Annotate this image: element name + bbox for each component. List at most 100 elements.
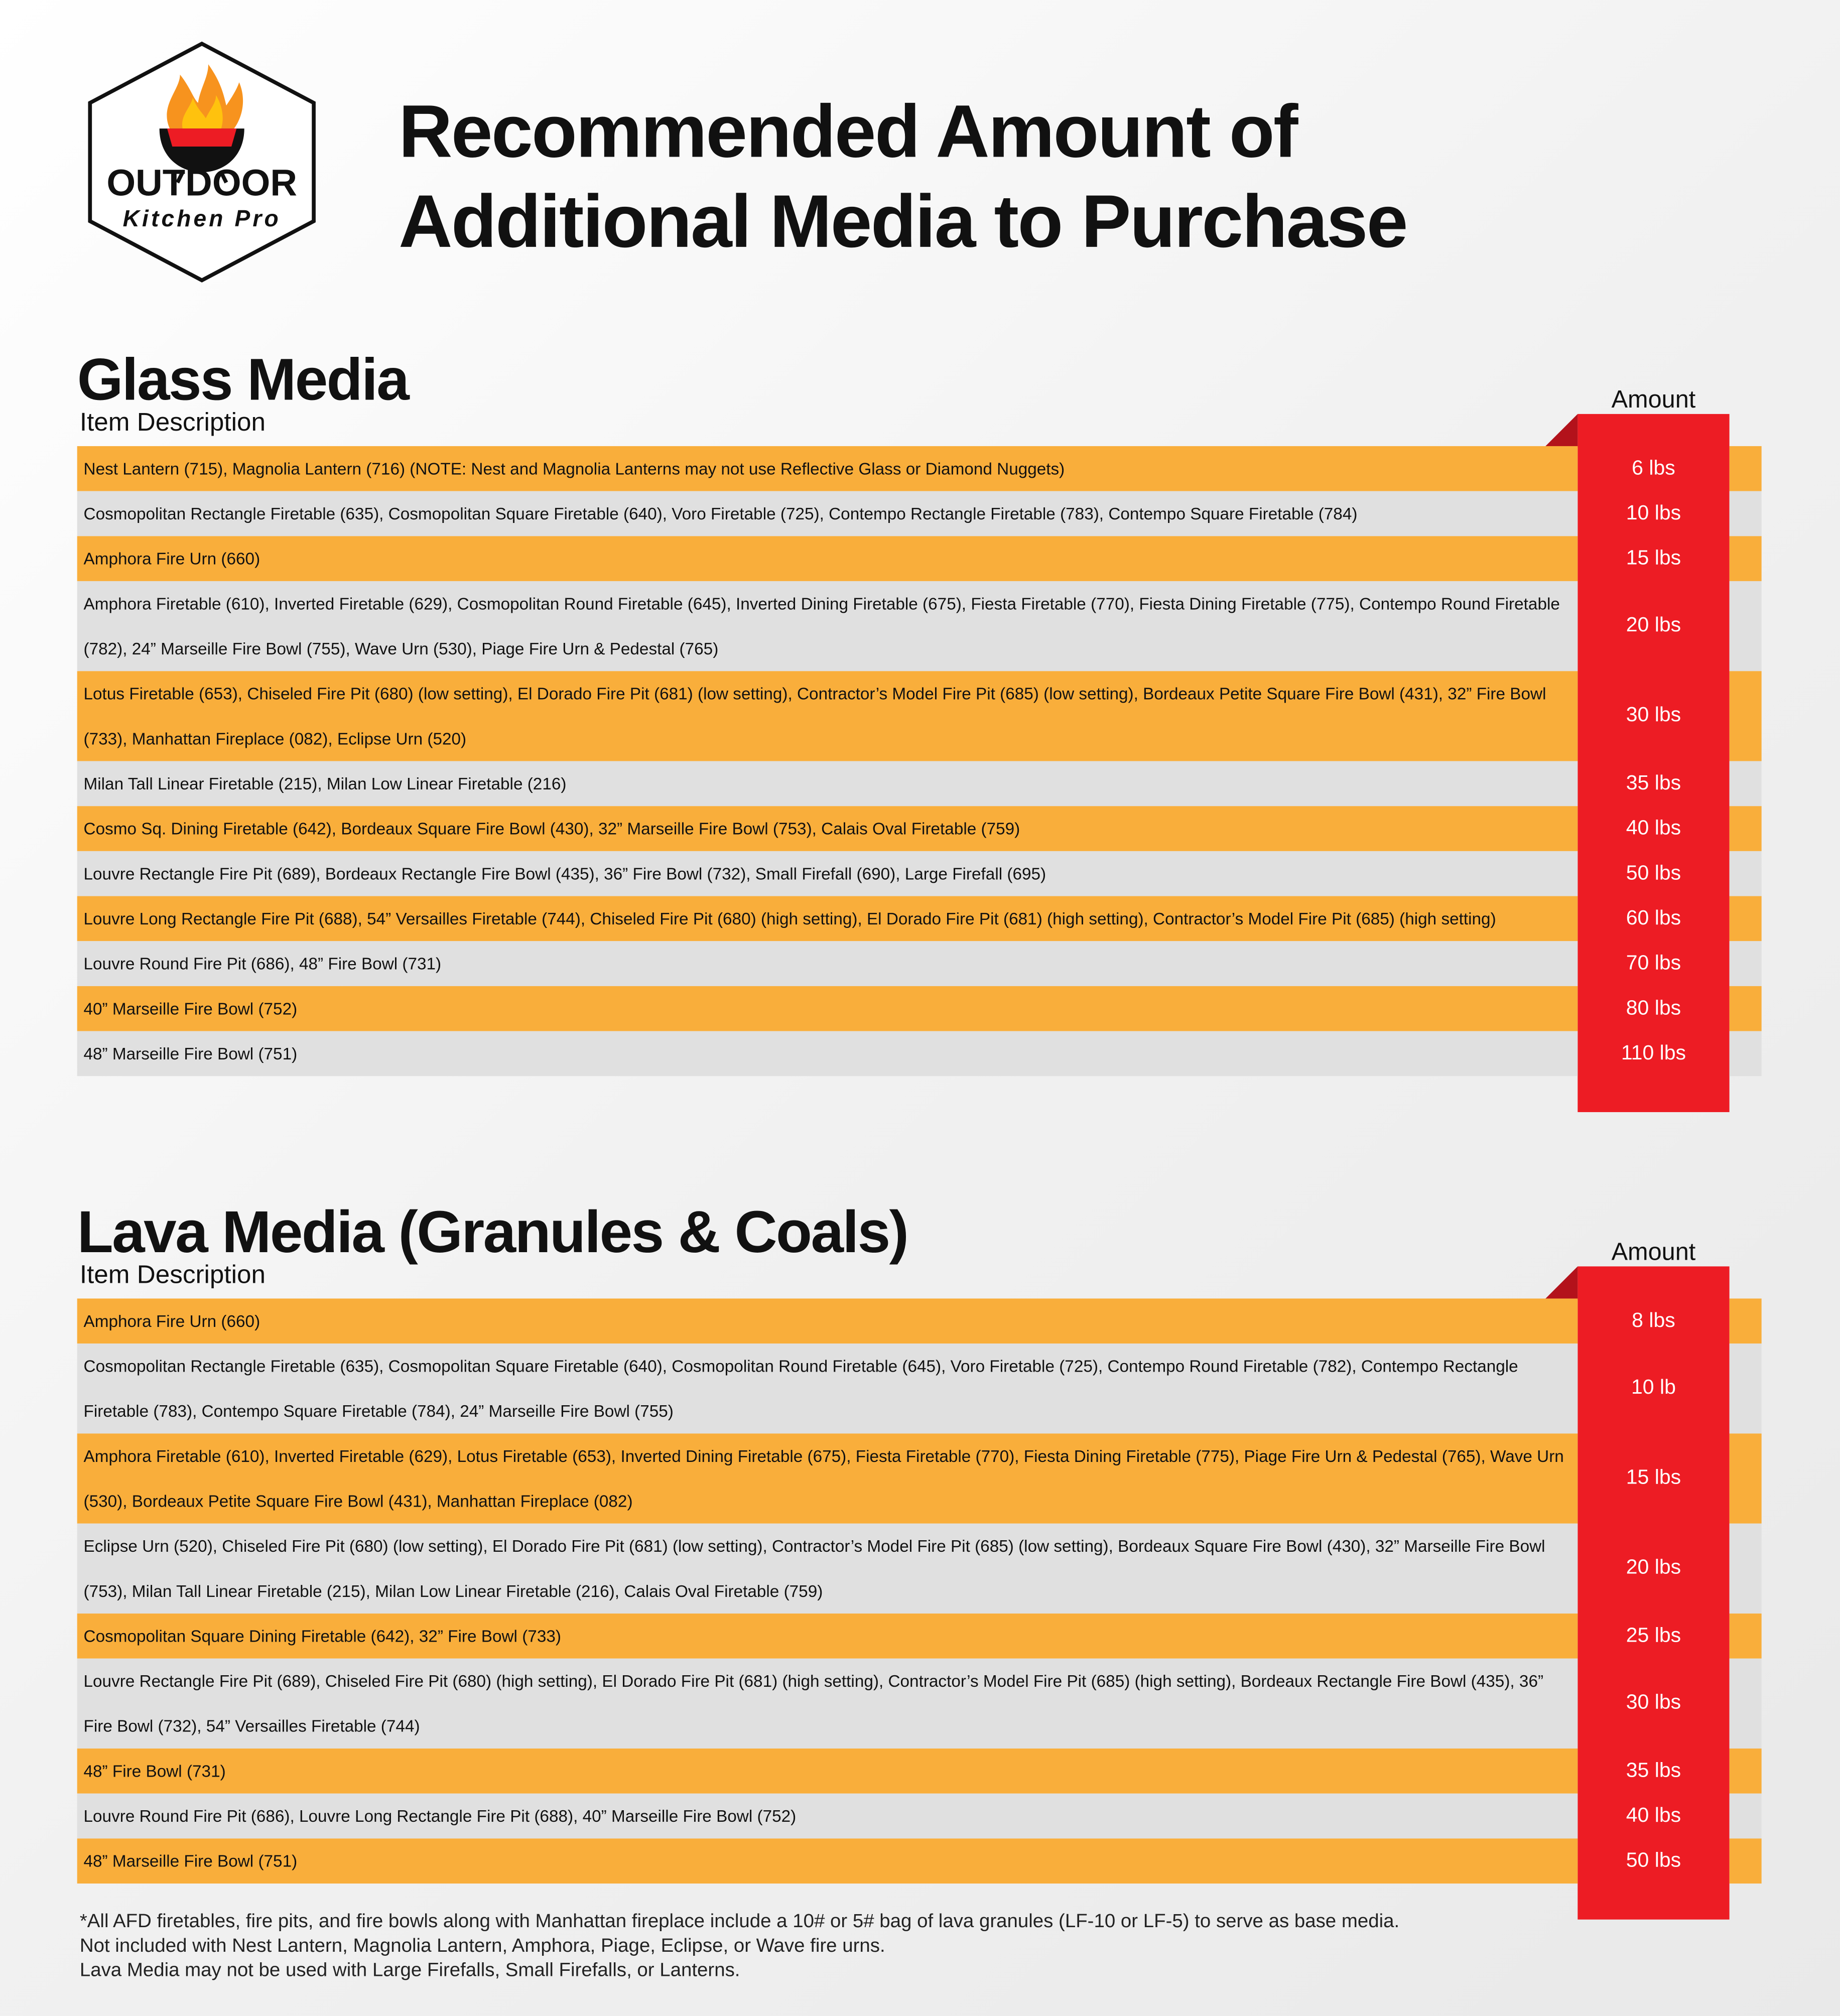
item-description: Cosmopolitan Rectangle Firetable (635), … bbox=[77, 491, 1578, 536]
row-tail bbox=[1729, 1523, 1762, 1614]
section-heading: Glass Media bbox=[77, 346, 410, 413]
item-amount: 15 lbs bbox=[1626, 547, 1681, 569]
item-amount: 20 lbs bbox=[1626, 1557, 1681, 1579]
row-tail bbox=[1729, 761, 1762, 807]
row-tail bbox=[1729, 941, 1762, 986]
table-row: Louvre Round Fire Pit (686), 48” Fire Bo… bbox=[77, 941, 1762, 986]
column-header-description: Item Description bbox=[79, 409, 266, 438]
table-row: Nest Lantern (715), Magnolia Lantern (71… bbox=[77, 446, 1762, 491]
logo: OUTDOOR Kitchen Pro bbox=[80, 39, 324, 292]
item-amount: 50 lbs bbox=[1626, 862, 1681, 884]
item-description: Cosmopolitan Square Dining Firetable (64… bbox=[77, 1614, 1578, 1659]
table-row: Amphora Fire Urn (660) 8 lbs bbox=[77, 1298, 1762, 1344]
item-amount: 25 lbs bbox=[1626, 1624, 1681, 1647]
item-amount: 10 lbs bbox=[1626, 502, 1681, 524]
item-description: 48” Marseille Fire Bowl (751) bbox=[77, 1031, 1578, 1077]
table-row: Louvre Round Fire Pit (686), Louvre Long… bbox=[77, 1793, 1762, 1839]
table-row: Eclipse Urn (520), Chiseled Fire Pit (68… bbox=[77, 1523, 1762, 1614]
item-amount: 8 lbs bbox=[1632, 1309, 1675, 1331]
item-description: Lotus Firetable (653), Chiseled Fire Pit… bbox=[77, 671, 1578, 761]
item-amount: 30 lbs bbox=[1626, 704, 1681, 727]
item-amount: 35 lbs bbox=[1626, 1759, 1681, 1782]
item-description: Cosmo Sq. Dining Firetable (642), Bordea… bbox=[77, 806, 1578, 851]
item-description: Louvre Round Fire Pit (686), 48” Fire Bo… bbox=[77, 941, 1578, 986]
footnote: *All AFD firetables, fire pits, and fire… bbox=[80, 1909, 1399, 1982]
rows: Nest Lantern (715), Magnolia Lantern (71… bbox=[77, 446, 1762, 1077]
item-description: 40” Marseille Fire Bowl (752) bbox=[77, 986, 1578, 1031]
table-row: Lotus Firetable (653), Chiseled Fire Pit… bbox=[77, 671, 1762, 761]
row-tail bbox=[1729, 446, 1762, 491]
amount-column bbox=[1578, 1266, 1730, 1920]
item-amount: 40 lbs bbox=[1626, 1804, 1681, 1827]
row-tail bbox=[1729, 851, 1762, 896]
table-row: Amphora Firetable (610), Inverted Fireta… bbox=[77, 581, 1762, 671]
row-tail bbox=[1729, 536, 1762, 581]
item-description: Amphora Firetable (610), Inverted Fireta… bbox=[77, 1433, 1578, 1524]
table-row: Cosmo Sq. Dining Firetable (642), Bordea… bbox=[77, 806, 1762, 851]
item-description: Louvre Rectangle Fire Pit (689), Bordeau… bbox=[77, 851, 1578, 896]
row-tail bbox=[1729, 1658, 1762, 1749]
amount-column bbox=[1578, 414, 1730, 1112]
item-amount: 10 lb bbox=[1631, 1377, 1676, 1399]
item-amount: 6 lbs bbox=[1632, 457, 1675, 479]
item-description: Nest Lantern (715), Magnolia Lantern (71… bbox=[77, 446, 1578, 491]
item-description: Eclipse Urn (520), Chiseled Fire Pit (68… bbox=[77, 1523, 1578, 1614]
column-header-description: Item Description bbox=[79, 1261, 266, 1290]
footnote-line: Lava Media may not be used with Large Fi… bbox=[79, 1959, 740, 1981]
row-tail bbox=[1729, 1793, 1762, 1839]
row-tail bbox=[1729, 806, 1762, 851]
page-title: Recommended Amount of Additional Media t… bbox=[399, 90, 1408, 264]
item-amount: 20 lbs bbox=[1626, 614, 1681, 637]
table-row: Louvre Rectangle Fire Pit (689), Chisele… bbox=[77, 1658, 1762, 1749]
item-description: Louvre Long Rectangle Fire Pit (688), 54… bbox=[77, 896, 1578, 942]
column-header-amount: Amount bbox=[1611, 387, 1696, 414]
table-row: Louvre Long Rectangle Fire Pit (688), 54… bbox=[77, 896, 1762, 942]
logo-graphic: OUTDOOR Kitchen Pro bbox=[88, 41, 316, 283]
table-row: Milan Tall Linear Firetable (215), Milan… bbox=[77, 761, 1762, 807]
row-tail bbox=[1729, 896, 1762, 942]
row-tail bbox=[1729, 1298, 1762, 1344]
row-tail bbox=[1729, 671, 1762, 761]
item-amount: 80 lbs bbox=[1626, 997, 1681, 1019]
item-amount: 30 lbs bbox=[1626, 1692, 1681, 1714]
table-row: Louvre Rectangle Fire Pit (689), Bordeau… bbox=[77, 851, 1762, 896]
item-description: Louvre Round Fire Pit (686), Louvre Long… bbox=[77, 1793, 1578, 1839]
table-row: Cosmopolitan Square Dining Firetable (64… bbox=[77, 1614, 1762, 1659]
row-tail bbox=[1729, 491, 1762, 536]
table-row: Amphora Fire Urn (660) 15 lbs bbox=[77, 536, 1762, 581]
item-description: Cosmopolitan Rectangle Firetable (635), … bbox=[77, 1343, 1578, 1434]
item-amount: 60 lbs bbox=[1626, 907, 1681, 929]
item-amount: 15 lbs bbox=[1626, 1467, 1681, 1489]
table-row: Amphora Firetable (610), Inverted Fireta… bbox=[77, 1433, 1762, 1524]
item-amount: 40 lbs bbox=[1626, 817, 1681, 839]
table-row: Cosmopolitan Rectangle Firetable (635), … bbox=[77, 491, 1762, 536]
item-description: 48” Marseille Fire Bowl (751) bbox=[77, 1838, 1578, 1884]
footnote-line: *All AFD firetables, fire pits, and fire… bbox=[79, 1910, 1400, 1933]
row-tail bbox=[1729, 1343, 1762, 1434]
row-tail bbox=[1729, 986, 1762, 1031]
footnote-line: Not included with Nest Lantern, Magnolia… bbox=[79, 1935, 885, 1957]
table-row: 48” Marseille Fire Bowl (751) 50 lbs bbox=[77, 1838, 1762, 1884]
row-tail bbox=[1729, 1433, 1762, 1524]
section-heading: Lava Media (Granules & Coals) bbox=[77, 1198, 909, 1265]
item-description: 48” Fire Bowl (731) bbox=[77, 1749, 1578, 1794]
table-row: 48” Marseille Fire Bowl (751) 110 lbs bbox=[77, 1031, 1762, 1077]
table-row: 48” Fire Bowl (731) 35 lbs bbox=[77, 1749, 1762, 1794]
logo-line2: Kitchen Pro bbox=[123, 205, 281, 231]
item-description: Amphora Fire Urn (660) bbox=[77, 1298, 1578, 1344]
row-tail bbox=[1729, 1031, 1762, 1077]
logo-line1: OUTDOOR bbox=[106, 162, 297, 203]
item-description: Milan Tall Linear Firetable (215), Milan… bbox=[77, 761, 1578, 807]
table-row: 40” Marseille Fire Bowl (752) 80 lbs bbox=[77, 986, 1762, 1031]
rows: Amphora Fire Urn (660) 8 lbs Cosmopolitan … bbox=[77, 1298, 1762, 1884]
row-tail bbox=[1729, 1749, 1762, 1794]
item-description: Louvre Rectangle Fire Pit (689), Chisele… bbox=[77, 1658, 1578, 1749]
item-description: Amphora Fire Urn (660) bbox=[77, 536, 1578, 581]
item-amount: 50 lbs bbox=[1626, 1849, 1681, 1871]
item-amount: 110 lbs bbox=[1621, 1042, 1686, 1064]
row-tail bbox=[1729, 1614, 1762, 1659]
item-description: Amphora Firetable (610), Inverted Fireta… bbox=[77, 581, 1578, 671]
column-tab bbox=[1544, 414, 1578, 448]
